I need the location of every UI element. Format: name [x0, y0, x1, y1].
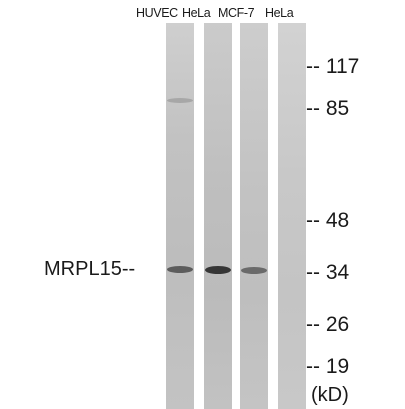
lane-huvec — [166, 23, 194, 409]
unit-label: (kD) — [311, 384, 349, 406]
lane-label-mcf7: MCF-7 — [218, 6, 255, 20]
band-huvec-mrpl15 — [167, 266, 193, 273]
band-mcf7-mrpl15 — [241, 267, 267, 274]
marker-19: -- 19 — [306, 355, 350, 378]
marker-34: -- 34 — [306, 261, 350, 284]
protein-label: MRPL15-- — [44, 258, 136, 280]
marker-117: -- 117 — [306, 55, 360, 78]
lane-hela-2 — [278, 23, 306, 409]
marker-26: -- 26 — [306, 313, 350, 336]
lane-label-hela-2: HeLa — [265, 6, 294, 20]
marker-48: -- 48 — [306, 209, 350, 232]
lane-label-hela-1: HeLa — [182, 6, 211, 20]
lane-hela-1 — [204, 23, 232, 409]
lane-labels: HUVEC HeLa MCF-7 HeLa — [136, 6, 331, 22]
marker-85: -- 85 — [306, 97, 350, 120]
band-huvec-85 — [167, 98, 193, 103]
lane-mcf7 — [240, 23, 268, 409]
band-hela-1-mrpl15 — [205, 266, 231, 274]
lane-label-huvec: HUVEC — [136, 6, 178, 20]
